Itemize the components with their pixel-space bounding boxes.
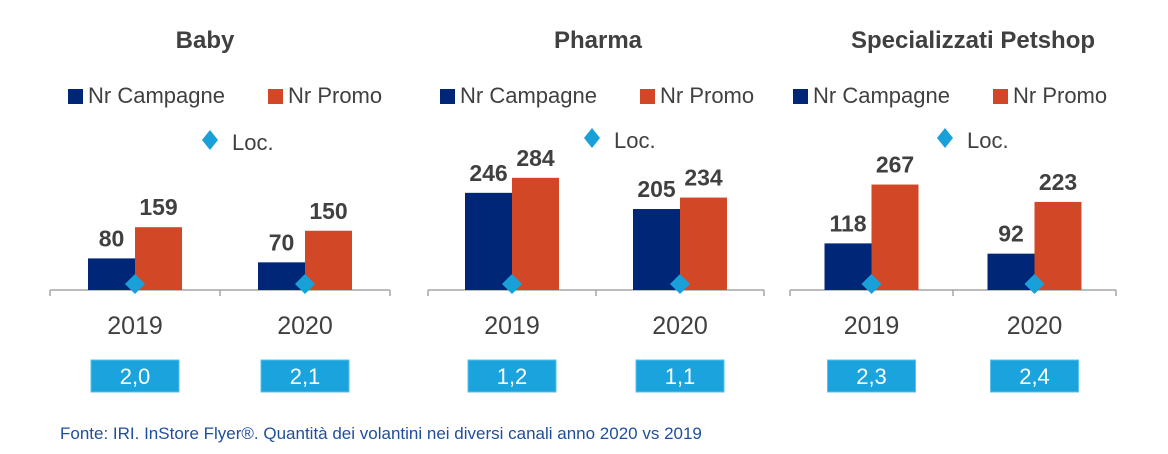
bar-promo [135, 227, 182, 290]
data-label-promo: 223 [1039, 169, 1077, 195]
chart-panel-0: Baby Nr Campagne Nr Promo Loc. 80 159 2019 2,0 7… [49, 27, 391, 393]
loc-value-label: 1,1 [665, 364, 696, 389]
loc-value-box [260, 359, 350, 393]
x-tick-label: 2019 [844, 312, 900, 340]
loc-value-box [990, 359, 1079, 393]
chart-title: Pharma [554, 27, 643, 54]
chart-title: Specializzati Petshop [851, 27, 1095, 54]
loc-value-label: 1,2 [497, 364, 528, 389]
legend-label-loc: Loc. [232, 130, 274, 155]
legend-swatch-campagne [440, 89, 455, 104]
legend-marker-loc [584, 128, 600, 148]
legend-label-promo: Nr Promo [660, 83, 754, 108]
marker-loc [670, 274, 690, 294]
data-label-promo: 234 [684, 165, 723, 191]
x-tick-label: 2019 [484, 312, 540, 340]
loc-value-label: 2,0 [120, 364, 151, 389]
loc-value-box [90, 359, 180, 393]
legend-label-promo: Nr Promo [288, 83, 382, 108]
bar-promo [680, 197, 727, 290]
marker-loc [295, 274, 315, 294]
marker-loc [125, 274, 145, 294]
data-label-campagne: 118 [829, 210, 866, 236]
x-tick-label: 2020 [277, 312, 333, 340]
data-label-promo: 284 [516, 145, 555, 171]
data-label-promo: 159 [139, 194, 177, 220]
loc-value-box [467, 359, 557, 393]
legend-label-campagne: Nr Campagne [813, 83, 950, 108]
chart-title: Baby [176, 27, 235, 54]
data-label-campagne: 92 [998, 221, 1024, 247]
loc-value-box [635, 359, 725, 393]
legend-label-loc: Loc. [614, 128, 656, 153]
legend-label-campagne: Nr Campagne [460, 83, 597, 108]
x-tick-label: 2020 [1007, 312, 1063, 340]
data-label-promo: 150 [309, 198, 347, 224]
bar-campagne [465, 192, 512, 290]
loc-value-label: 2,3 [856, 364, 887, 389]
marker-loc [1024, 274, 1045, 294]
x-tick-label: 2019 [107, 312, 163, 340]
x-tick-label: 2020 [652, 312, 708, 340]
loc-value-box [827, 359, 916, 393]
data-label-campagne: 205 [637, 176, 676, 202]
marker-loc [861, 274, 882, 294]
legend-label-promo: Nr Promo [1013, 83, 1107, 108]
legend-swatch-promo [268, 89, 283, 104]
bar-promo [1034, 201, 1082, 290]
bar-promo [871, 184, 919, 290]
marker-loc [502, 274, 522, 294]
bar-campagne [633, 209, 680, 290]
legend-swatch-campagne [68, 89, 83, 104]
legend-label-campagne: Nr Campagne [88, 83, 225, 108]
legend-swatch-campagne [793, 89, 808, 104]
legend-marker-loc [937, 128, 953, 148]
chart-panel-2: Specializzati Petshop Nr Campagne Nr Promo… [789, 27, 1117, 393]
legend-label-loc: Loc. [967, 128, 1009, 153]
data-label-campagne: 246 [469, 160, 507, 186]
data-label-campagne: 70 [269, 229, 295, 255]
data-label-promo: 267 [876, 152, 914, 178]
source-note: Fonte: IRI. InStore Flyer®. Quantità dei… [60, 424, 702, 443]
legend-swatch-promo [640, 89, 655, 104]
data-label-campagne: 80 [99, 225, 125, 251]
bar-promo [305, 230, 352, 290]
loc-value-label: 2,1 [290, 364, 321, 389]
loc-value-label: 2,4 [1019, 364, 1050, 389]
legend-swatch-promo [993, 89, 1008, 104]
bar-promo [512, 177, 559, 290]
legend-marker-loc [202, 130, 218, 150]
